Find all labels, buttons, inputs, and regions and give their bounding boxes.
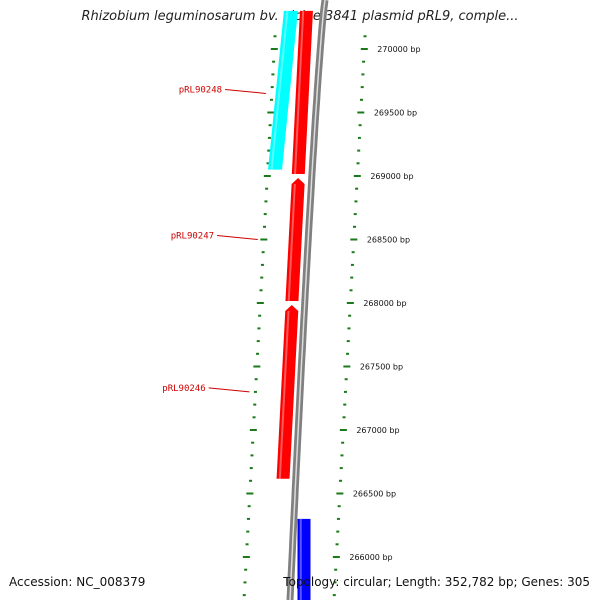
scale-label: 268000 bp <box>363 299 406 308</box>
accession-text: Accession: NC_008379 <box>9 575 146 589</box>
topology-summary: Topology: circular; Length: 352,782 bp; … <box>283 575 590 589</box>
gene-label-pRL90246: pRL90246 <box>162 384 205 394</box>
scale-label: 269500 bp <box>374 109 417 118</box>
scale-label: 268500 bp <box>367 236 410 245</box>
gene-block-pRL90246 <box>276 305 299 479</box>
gene-label-pRL90248: pRL90248 <box>179 85 222 95</box>
gene-block-pRL90246-highlight <box>278 310 290 479</box>
inner-tick-ring <box>242 35 278 597</box>
scale-label: 266500 bp <box>353 490 396 499</box>
gene-label-leader <box>216 235 258 240</box>
feature-track-blue <box>297 518 311 600</box>
gene-label-leader <box>225 88 266 94</box>
scale-label: 269000 bp <box>370 172 413 181</box>
blue-feature-block <box>297 518 311 600</box>
gene-block-pRL90248 <box>291 10 313 175</box>
scale-label: 266000 bp <box>349 553 392 562</box>
gene-block-pRL90247 <box>285 178 305 301</box>
gene-track-red <box>276 10 313 479</box>
feature-track-cyan <box>268 10 298 170</box>
scale-label: 270000 bp <box>377 45 420 54</box>
gene-labels: pRL90248 pRL90247 pRL90246 <box>162 85 266 394</box>
gene-block-pRL90247-highlight <box>287 183 296 302</box>
cyan-feature-block-highlight <box>270 10 289 170</box>
scale-labels: 270000 bp 269500 bp 269000 bp 268500 bp 2680… <box>349 45 420 562</box>
outer-tick-ring <box>332 35 368 597</box>
cyan-feature-block <box>268 10 298 170</box>
gene-label-pRL90247: pRL90247 <box>171 232 214 242</box>
gene-label-leader <box>208 387 250 393</box>
scale-label: 267000 bp <box>356 426 399 435</box>
scale-label: 267500 bp <box>360 363 403 372</box>
gene-block-pRL90248-highlight <box>294 10 305 175</box>
backbone-highlight <box>289 0 326 600</box>
backbone-ring <box>286 0 329 600</box>
